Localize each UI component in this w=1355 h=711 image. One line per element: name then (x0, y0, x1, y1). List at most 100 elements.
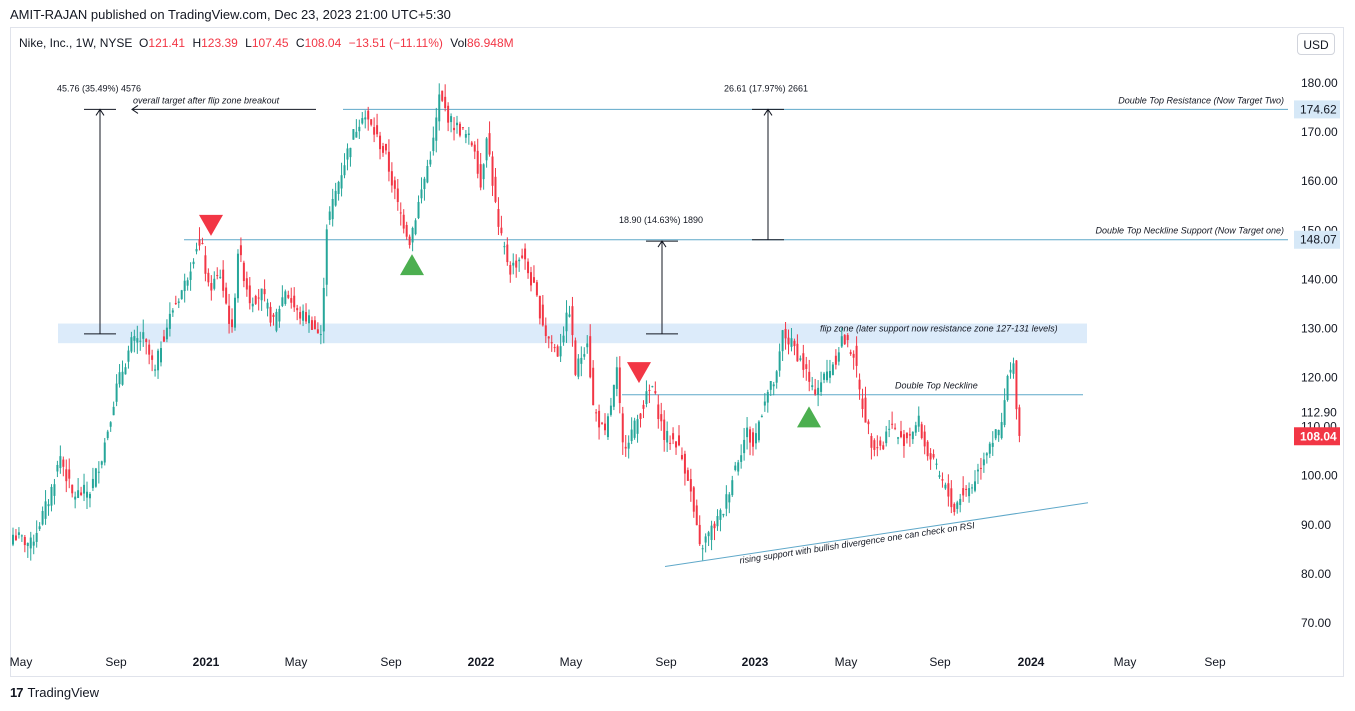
candle-body (174, 303, 177, 305)
price-tag-plain (1294, 404, 1340, 421)
candle-body (911, 431, 914, 440)
candle-body (704, 536, 707, 543)
candle-body (796, 343, 799, 362)
candle-body (334, 190, 337, 206)
candle-body (900, 431, 902, 438)
candle-body (328, 211, 331, 220)
candle-body (550, 342, 553, 344)
candle-body (1015, 360, 1018, 410)
candle-body (62, 459, 65, 467)
candle-body (447, 105, 450, 123)
measure-arrow-icon (95, 108, 105, 116)
candle-body (278, 308, 281, 322)
candle-body (923, 431, 926, 447)
candle-body (532, 277, 535, 283)
measure-arrow-icon (657, 240, 667, 248)
y-tick-label: 70.00 (1301, 616, 1331, 630)
candle-body (701, 548, 704, 550)
legend-vol-label: Vol (450, 36, 467, 50)
candle-body (506, 244, 509, 263)
candle-body (183, 280, 186, 292)
candle-body (678, 435, 680, 446)
legend-change: −13.51 (−11.11%) (348, 36, 443, 50)
candle-body (675, 441, 678, 448)
candle-body (713, 523, 716, 529)
measure-arrow-icon (763, 108, 773, 116)
candle-body (71, 484, 74, 494)
candle-body (719, 510, 722, 520)
candle-body (80, 492, 83, 495)
candle-body (695, 505, 698, 526)
candle-body (935, 463, 938, 465)
candle-body (595, 412, 598, 414)
candle-body (580, 357, 583, 364)
candle-body (35, 532, 38, 542)
last-price-tag (1294, 427, 1340, 446)
candle-body (429, 159, 432, 165)
candle-body (837, 352, 840, 362)
candle-body (917, 415, 920, 427)
candle-body (932, 454, 935, 458)
candle-body (639, 413, 642, 419)
candle-body (760, 416, 763, 418)
candle-body (325, 229, 328, 285)
candle-body (840, 336, 843, 347)
candle-body (651, 386, 654, 388)
candle-body (612, 384, 615, 407)
candle-body (305, 312, 308, 322)
candle-body (387, 151, 390, 172)
candle-body (802, 353, 805, 370)
candle-body (293, 295, 296, 308)
tradingview-logo-icon: 17 (10, 685, 24, 700)
candle-body (624, 446, 627, 449)
candle-body (74, 496, 77, 500)
chart-frame (10, 27, 1344, 677)
candle-body (568, 314, 571, 317)
candle-body (734, 465, 737, 470)
candle-body (535, 282, 538, 296)
candle-body (882, 445, 885, 450)
candle-body (828, 370, 831, 378)
candle-body (260, 288, 263, 301)
x-tick-label: 2024 (1018, 655, 1045, 669)
candle-body (456, 122, 458, 126)
candle-body (873, 440, 876, 450)
rising-support-label: rising support with bullish divergence o… (739, 520, 976, 565)
candle-body (248, 285, 251, 304)
candle-body (213, 278, 216, 289)
candle-body (352, 129, 355, 140)
candle-body (979, 467, 982, 469)
candle-body (438, 94, 441, 122)
x-tick-label: Sep (929, 655, 951, 669)
candle-body (118, 372, 121, 385)
candle-body (737, 462, 740, 472)
candle-body (355, 131, 358, 138)
candle-body (571, 306, 574, 336)
candle-body (130, 337, 133, 352)
candle-body (470, 142, 473, 146)
candle-body (707, 532, 710, 537)
candle-body (938, 475, 941, 477)
candle-body (59, 456, 62, 469)
candle-body (512, 262, 515, 266)
currency-button[interactable]: USD (1297, 33, 1335, 55)
candle-body (781, 330, 784, 352)
legend-low: 107.45 (251, 36, 289, 50)
candle-body (867, 421, 870, 425)
candles (12, 83, 1021, 561)
candle-body (310, 320, 313, 330)
candle-body (521, 255, 524, 258)
candle-body (319, 334, 322, 336)
candle-body (974, 481, 976, 491)
candle-body (814, 389, 817, 395)
candle-body (275, 311, 278, 331)
candle-body (787, 337, 790, 345)
candle-body (962, 488, 965, 496)
candle-body (799, 358, 802, 360)
candle-body (790, 338, 793, 347)
flip-zone-label: flip zone (later support now resistance … (820, 324, 1058, 334)
candle-body (559, 346, 562, 357)
y-tick-label: 160.00 (1301, 174, 1338, 188)
candle-body (772, 384, 775, 387)
